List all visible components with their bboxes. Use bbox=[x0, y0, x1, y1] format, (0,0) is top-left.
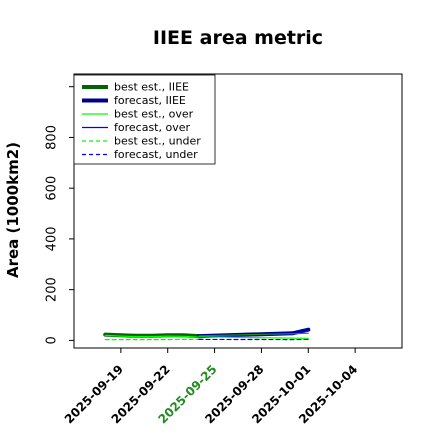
legend-label: best est., under bbox=[114, 135, 201, 148]
legend-label: best est., over bbox=[114, 108, 194, 121]
y-tick-label: 0 bbox=[45, 336, 60, 344]
series-line-3 bbox=[104, 334, 200, 338]
legend-label: best est., IIEE bbox=[114, 81, 189, 94]
legend-label: forecast, IIEE bbox=[114, 94, 186, 107]
series-line-1 bbox=[103, 332, 201, 339]
legend-label: forecast, under bbox=[114, 148, 198, 161]
y-tick-label: 800 bbox=[45, 125, 60, 150]
plot-frame bbox=[73, 73, 403, 349]
legend-box bbox=[73, 74, 216, 165]
y-tick-label: 400 bbox=[45, 226, 60, 251]
connector-line-2 bbox=[198, 336, 309, 339]
y-tick-label: 600 bbox=[45, 176, 60, 201]
connector-line-1 bbox=[198, 332, 309, 337]
chart-title: IIEE area metric bbox=[153, 27, 323, 49]
legend-label: forecast, over bbox=[114, 121, 190, 134]
y-tick-label: 200 bbox=[45, 277, 60, 302]
y-axis-label: Area (1000km2) bbox=[4, 142, 22, 278]
